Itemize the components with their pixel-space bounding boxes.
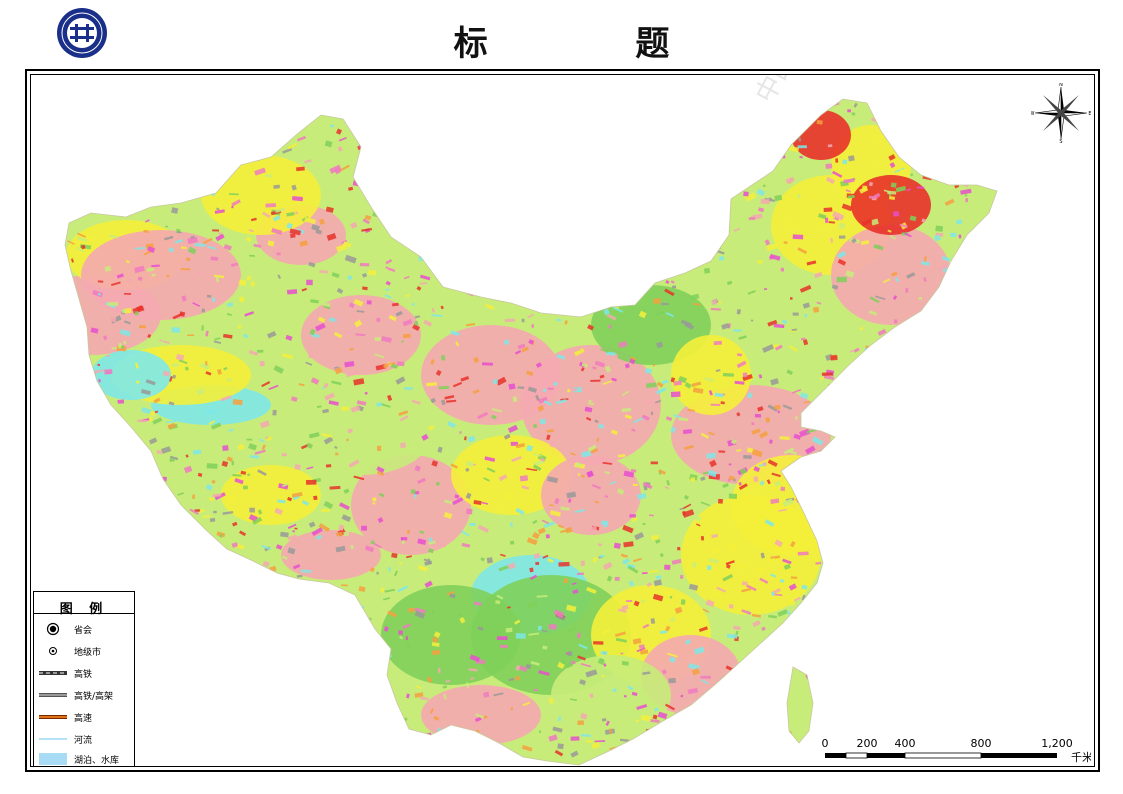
city-icon bbox=[49, 647, 57, 655]
map-frame: 中国地 N S E W bbox=[25, 69, 1100, 772]
scale-tick-label: 400 bbox=[895, 737, 916, 750]
legend-item: 湖泊、水库 bbox=[34, 752, 134, 766]
legend-label: 河流 bbox=[74, 736, 93, 746]
legend-item: 河流 bbox=[34, 732, 134, 746]
legend-label: 高速 bbox=[74, 714, 93, 724]
legend-label: 高铁/高架 bbox=[74, 692, 114, 702]
legend-item: 省会 bbox=[34, 622, 134, 636]
rail-elevated-line bbox=[39, 693, 67, 697]
scale-tick-label: 1,200 bbox=[1041, 737, 1073, 750]
legend-item: 高铁/高架 bbox=[34, 688, 134, 702]
scale-tick-label: 200 bbox=[857, 737, 878, 750]
legend-label: 省会 bbox=[74, 626, 93, 636]
compass-n-label: N bbox=[1059, 83, 1063, 88]
expressway-line bbox=[39, 715, 67, 719]
china-geology-map bbox=[64, 98, 998, 766]
legend-label: 高铁 bbox=[74, 670, 93, 680]
scale-tick-label: 0 bbox=[822, 737, 829, 750]
legend-item: 地级市 bbox=[34, 644, 134, 658]
legend-item: 高铁 bbox=[34, 666, 134, 680]
compass-s-label: S bbox=[1059, 139, 1062, 143]
legend-label: 地级市 bbox=[74, 648, 102, 658]
compass-e-label: E bbox=[1088, 111, 1091, 117]
map-inner-frame: 中国地 N S E W bbox=[30, 74, 1095, 767]
legend-title: 图 例 bbox=[34, 592, 134, 617]
river-line bbox=[39, 738, 67, 740]
scale-bar: 0 200 400 800 1,200 千米 bbox=[822, 737, 1092, 764]
high-speed-rail-line bbox=[39, 671, 67, 675]
capital-icon bbox=[46, 622, 60, 636]
north-arrow-compass: N S E W bbox=[1031, 83, 1091, 143]
compass-w-label: W bbox=[1031, 111, 1035, 117]
map-legend: 图 例 省会 地级市 高铁 bbox=[33, 591, 135, 766]
lake-patch bbox=[39, 753, 67, 765]
map-title: 标 题 bbox=[453, 24, 738, 64]
legend-label: 湖泊、水库 bbox=[74, 756, 120, 766]
legend-item: 高速 bbox=[34, 710, 134, 724]
scale-tick-label: 800 bbox=[971, 737, 992, 750]
institution-logo bbox=[57, 8, 107, 58]
scale-unit-label: 千米 bbox=[1071, 751, 1091, 764]
